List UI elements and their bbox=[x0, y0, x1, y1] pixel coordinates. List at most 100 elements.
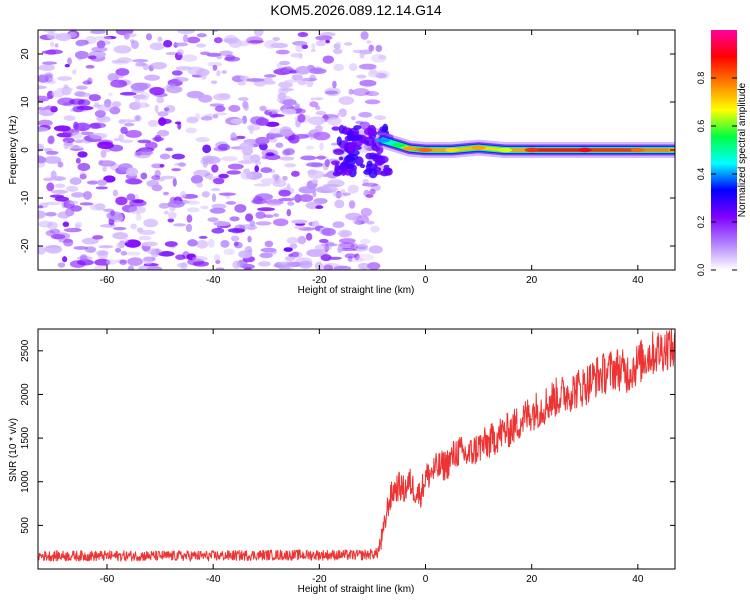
noise-blob bbox=[346, 153, 359, 161]
noise-blob bbox=[171, 168, 182, 172]
noise-blob bbox=[76, 85, 88, 90]
noise-blob bbox=[45, 150, 59, 155]
noise-blob bbox=[65, 145, 84, 150]
noise-blob bbox=[260, 167, 273, 174]
colorbar-tick-label: 0.0 bbox=[696, 264, 706, 277]
noise-blob bbox=[240, 170, 253, 180]
noise-blob bbox=[204, 156, 221, 164]
noise-blob bbox=[332, 171, 342, 177]
noise-blob bbox=[79, 202, 94, 206]
noise-blob bbox=[90, 30, 106, 35]
noise-blob bbox=[46, 32, 61, 40]
snr-xlabel: Height of straight line (km) bbox=[298, 584, 415, 595]
signal-track-point bbox=[524, 147, 539, 153]
noise-blob bbox=[69, 260, 86, 268]
colorbar-gradient bbox=[711, 30, 737, 270]
noise-blob bbox=[242, 100, 249, 109]
noise-blob bbox=[51, 90, 65, 98]
noise-blob bbox=[109, 106, 121, 115]
noise-blob bbox=[293, 108, 306, 114]
noise-blob bbox=[173, 42, 189, 47]
noise-blob bbox=[308, 116, 326, 126]
noise-blob bbox=[63, 238, 74, 247]
noise-blob bbox=[354, 253, 360, 261]
noise-blob bbox=[362, 178, 369, 185]
noise-blob bbox=[344, 253, 357, 259]
x-tick-label: -40 bbox=[206, 574, 221, 585]
noise-blob bbox=[110, 210, 116, 217]
noise-blob bbox=[335, 190, 342, 199]
noise-blob bbox=[185, 200, 200, 205]
noise-blob bbox=[159, 163, 165, 168]
colorbar-label: Normalized spectral amplitude bbox=[737, 82, 748, 217]
x-tick-label: -40 bbox=[206, 275, 221, 286]
noise-blob bbox=[94, 102, 100, 107]
noise-blob bbox=[124, 239, 141, 248]
noise-blob bbox=[192, 256, 208, 262]
noise-blob bbox=[315, 105, 321, 111]
noise-blob bbox=[127, 265, 135, 270]
noise-blob bbox=[275, 49, 290, 55]
noise-blob bbox=[362, 140, 370, 145]
noise-blob bbox=[255, 117, 269, 126]
noise-blob bbox=[229, 216, 240, 222]
noise-blob bbox=[57, 262, 66, 268]
noise-blob bbox=[297, 235, 307, 245]
noise-blob bbox=[383, 167, 393, 176]
noise-blob bbox=[325, 90, 339, 95]
noise-blob bbox=[306, 162, 323, 167]
noise-blob bbox=[359, 79, 377, 87]
noise-blob bbox=[125, 251, 141, 256]
signal-track-point bbox=[402, 146, 417, 151]
noise-blob bbox=[177, 30, 196, 35]
y-tick-label: 20 bbox=[20, 48, 31, 60]
noise-blob bbox=[38, 210, 46, 219]
noise-blob bbox=[102, 166, 107, 172]
noise-blob bbox=[336, 136, 342, 146]
noise-blob bbox=[311, 178, 319, 184]
noise-blob bbox=[307, 170, 324, 179]
noise-blob bbox=[152, 136, 165, 142]
noise-blob bbox=[311, 43, 316, 50]
noise-blob bbox=[367, 128, 374, 137]
noise-blob bbox=[334, 199, 345, 209]
noise-blob bbox=[282, 99, 297, 106]
noise-blob bbox=[88, 94, 101, 102]
y-tick-label: 1000 bbox=[20, 470, 31, 493]
noise-blob bbox=[360, 207, 372, 217]
noise-blob bbox=[220, 156, 238, 162]
noise-blob bbox=[167, 200, 185, 208]
noise-blob bbox=[89, 122, 107, 129]
noise-blob bbox=[286, 209, 292, 217]
noise-blob bbox=[378, 55, 386, 60]
noise-blob bbox=[263, 80, 276, 85]
noise-blob bbox=[283, 247, 293, 252]
noise-blob bbox=[265, 121, 280, 127]
noise-blob bbox=[305, 232, 313, 241]
noise-blob bbox=[86, 180, 99, 185]
noise-blob bbox=[125, 177, 142, 185]
noise-blob bbox=[196, 182, 204, 188]
noise-blob bbox=[85, 64, 95, 69]
noise-blob bbox=[111, 101, 122, 108]
noise-blob bbox=[287, 267, 294, 270]
noise-blob bbox=[342, 192, 352, 196]
noise-blob bbox=[51, 189, 68, 194]
noise-blob bbox=[333, 265, 352, 270]
noise-blob bbox=[38, 107, 48, 111]
noise-blob bbox=[279, 128, 293, 137]
noise-blob bbox=[211, 203, 227, 210]
noise-blob bbox=[318, 238, 329, 244]
noise-blob bbox=[308, 68, 327, 75]
noise-blob bbox=[43, 177, 53, 182]
noise-blob bbox=[374, 115, 387, 120]
signal-track-point bbox=[418, 147, 433, 153]
noise-blob bbox=[45, 211, 57, 217]
noise-blob bbox=[238, 250, 253, 259]
noise-blob bbox=[210, 80, 218, 85]
spectrogram-panel: -60 -40 -20 0 20 40 -20 -10 0 10 20 Height of str… bbox=[8, 29, 676, 296]
noise-blob bbox=[306, 249, 324, 258]
noise-blob bbox=[230, 235, 240, 242]
noise-blob bbox=[38, 156, 47, 164]
noise-blob bbox=[130, 223, 137, 230]
